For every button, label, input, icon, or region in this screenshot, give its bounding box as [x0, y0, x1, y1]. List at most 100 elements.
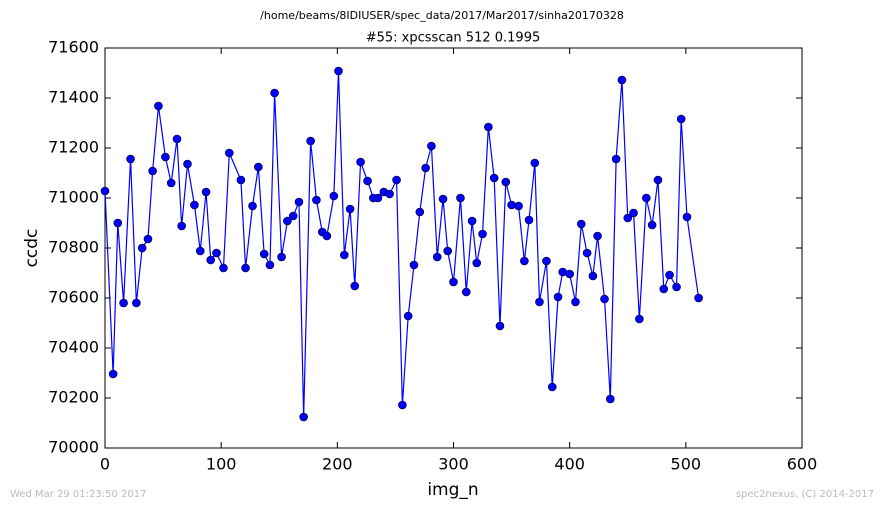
data-point [472, 258, 482, 268]
data-point [682, 212, 692, 222]
data-point [467, 216, 477, 226]
data-point [248, 201, 257, 211]
data-point [100, 186, 110, 196]
data-point [611, 154, 621, 164]
data-point [443, 246, 452, 256]
data-point [520, 256, 529, 266]
data-point [392, 175, 401, 185]
data-point [582, 248, 592, 258]
data-point [617, 75, 627, 85]
y-tick-label: 71600 [48, 38, 99, 57]
chart-title: #55: xpcsscan 512 0.1995 [366, 31, 541, 46]
data-point [201, 187, 211, 197]
data-point [212, 248, 221, 258]
data-point [350, 281, 360, 291]
data-point [126, 154, 135, 164]
x-tick-label: 200 [322, 455, 353, 474]
data-point [576, 219, 586, 229]
y-tick-label: 71200 [48, 138, 99, 157]
data-point [283, 216, 292, 226]
data-point [299, 412, 308, 422]
data-point [224, 148, 234, 158]
data-point [277, 252, 286, 262]
data-point [177, 221, 186, 231]
data-point [421, 163, 430, 173]
data-point [236, 175, 246, 185]
data-point [254, 162, 263, 172]
data-point [694, 293, 703, 303]
data-point [489, 173, 499, 183]
data-point [606, 394, 615, 404]
data-point [415, 207, 425, 217]
data-point [385, 189, 394, 199]
x-tick-label: 500 [671, 455, 702, 474]
data-point [449, 277, 458, 287]
data-point [432, 252, 442, 262]
data-point [495, 321, 505, 331]
data-point [427, 141, 436, 151]
data-point [119, 298, 128, 308]
data-point [288, 211, 298, 221]
data-point [148, 166, 157, 176]
data-point [306, 136, 315, 146]
data-point [524, 215, 534, 225]
data-point [635, 314, 644, 324]
data-point [294, 197, 304, 207]
y-tick-label: 70800 [48, 238, 99, 257]
x-tick-label: 0 [100, 455, 110, 474]
data-line [104, 70, 700, 418]
data-point [356, 157, 365, 167]
data-point [373, 193, 383, 203]
data-point [108, 369, 118, 379]
x-axis-label: img_n [427, 480, 478, 500]
data-point [530, 158, 540, 168]
data-point [501, 177, 511, 187]
data-point [600, 294, 609, 304]
data-point [571, 297, 580, 307]
data-point [542, 256, 551, 266]
data-point [363, 176, 372, 186]
data-point [553, 292, 563, 302]
x-tick-label: 300 [438, 455, 469, 474]
data-point [154, 101, 163, 111]
data-point [334, 66, 343, 76]
footer-left: Wed Mar 29 01:23:50 2017 [10, 489, 146, 500]
data-point [398, 400, 407, 410]
data-point [629, 208, 638, 218]
y-tick-label: 70200 [48, 388, 99, 407]
data-point [456, 193, 465, 203]
data-point [588, 271, 598, 281]
y-tick-label: 71000 [48, 188, 99, 207]
x-tick-label: 400 [554, 455, 585, 474]
data-point [270, 88, 279, 98]
data-point [535, 297, 544, 307]
data-point [143, 234, 153, 244]
data-point [593, 231, 602, 241]
data-point [623, 213, 633, 223]
x-tick-label: 100 [206, 455, 237, 474]
data-point [340, 250, 349, 260]
data-point [132, 298, 141, 308]
data-point [659, 284, 669, 294]
data-point [672, 282, 681, 292]
data-point [206, 255, 216, 265]
data-point [259, 249, 269, 259]
data-point [183, 159, 192, 169]
data-point [514, 201, 523, 211]
data-point [329, 191, 339, 201]
data-point [241, 263, 250, 273]
data-point [219, 263, 228, 273]
data-point [172, 134, 182, 144]
footer-right: spec2nexus, (C) 2014-2017 [736, 489, 874, 500]
data-point [345, 204, 355, 214]
data-point [166, 178, 176, 188]
data-point [195, 246, 205, 256]
data-point [113, 218, 123, 228]
y-tick-label: 70400 [48, 338, 99, 357]
data-point [265, 260, 275, 270]
y-tick-label: 71400 [48, 88, 99, 107]
data-point [190, 200, 199, 210]
data-point [647, 220, 657, 230]
data-point [653, 175, 663, 185]
